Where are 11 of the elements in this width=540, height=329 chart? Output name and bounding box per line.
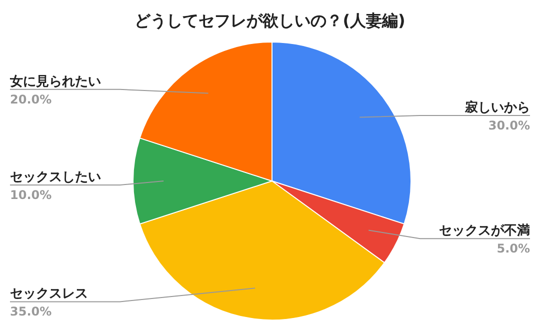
slice-label: 女に見られたい xyxy=(9,74,101,90)
slice-label: セックスが不満 xyxy=(439,224,530,239)
data-label: 35.0% xyxy=(10,304,52,319)
data-label: 10.0% xyxy=(10,188,52,202)
data-label: 20.0% xyxy=(10,92,52,106)
slice-label: セックスレス xyxy=(10,286,88,302)
slice-label: セックスしたい xyxy=(10,170,101,185)
chart-title: どうしてセフレが欲しいの？(人妻編) xyxy=(134,11,406,30)
data-label: 5.0% xyxy=(496,242,530,256)
slice-label: 寂しいから xyxy=(464,100,530,116)
data-label: 30.0% xyxy=(488,118,530,133)
